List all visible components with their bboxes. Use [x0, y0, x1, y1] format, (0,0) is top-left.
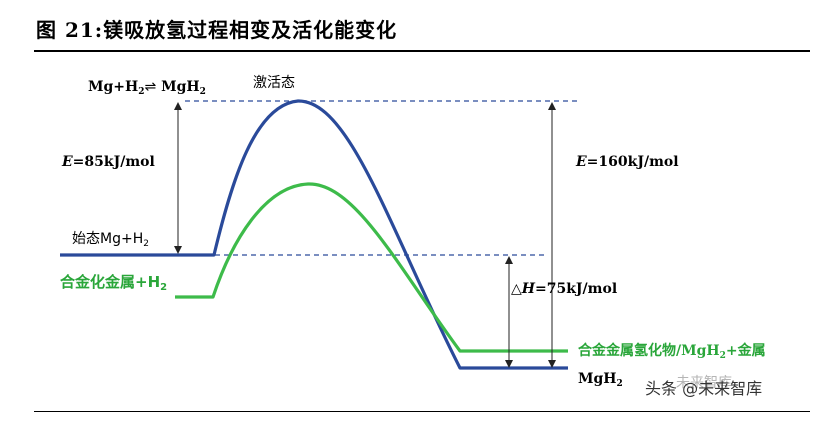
- product-mgh2-label: MgH2: [578, 371, 623, 389]
- figure-title: 图 21:镁吸放氢过程相变及活化能变化: [36, 18, 398, 42]
- top-rule: [34, 50, 810, 52]
- alloy-hydride-label: 合金金属氢化物/MgH2+金属: [578, 342, 766, 361]
- green-energy-curve: [175, 182, 568, 353]
- bottom-rule: [34, 411, 810, 412]
- activated-state-label: 激活态: [253, 74, 295, 91]
- enthalpy-label: △H=75kJ/mol: [511, 281, 617, 297]
- blue-energy-curve: [60, 99, 568, 370]
- reaction-label: Mg+H2⇌ MgH2: [88, 79, 206, 97]
- activation-energy-left-label: E=85kJ/mol: [61, 154, 155, 170]
- watermark: 头条 @未来智库: [645, 379, 763, 398]
- activation-energy-right-label: E=160kJ/mol: [575, 154, 679, 170]
- alloy-metal-label: 合金化金属+H2: [59, 273, 167, 293]
- watermark-faint: 未来智库: [676, 375, 732, 391]
- initial-state-label: 始态Mg+H2: [72, 231, 149, 249]
